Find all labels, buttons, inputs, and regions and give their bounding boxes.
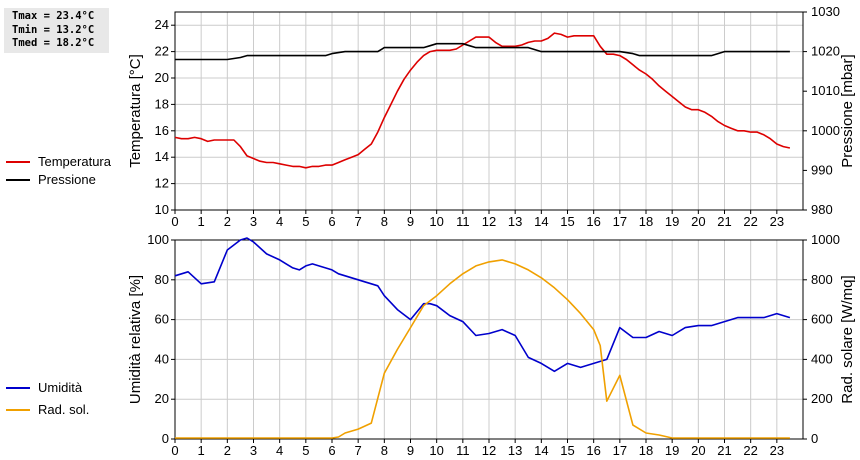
x-tick-label: 23: [770, 443, 784, 458]
x-tick-label: 23: [770, 214, 784, 229]
y2-tick-label: 1000: [811, 232, 840, 247]
x-tick-label: 13: [508, 443, 522, 458]
y2-tick-label: 0: [811, 431, 818, 446]
y-tick-label: 24: [155, 17, 169, 32]
x-tick-label: 8: [381, 443, 388, 458]
y2-tick-label: 1030: [811, 4, 840, 19]
y2-axis-label: Rad. solare [W/mq]: [839, 275, 856, 403]
y2-tick-label: 1000: [811, 123, 840, 138]
y-tick-label: 80: [155, 272, 169, 287]
x-tick-label: 6: [328, 214, 335, 229]
x-tick-label: 19: [665, 443, 679, 458]
legend-label: Rad. sol.: [38, 402, 89, 417]
x-tick-label: 3: [250, 214, 257, 229]
x-tick-label: 7: [355, 214, 362, 229]
legend-label: Temperatura: [38, 154, 112, 169]
x-tick-label: 10: [429, 443, 443, 458]
y-tick-label: 16: [155, 123, 169, 138]
x-tick-label: 11: [456, 214, 470, 229]
series-line-rad-sol-: [175, 259, 790, 439]
x-tick-label: 9: [407, 443, 414, 458]
y-tick-label: 14: [155, 149, 169, 164]
y-tick-label: 40: [155, 351, 169, 366]
y-axis-label: Temperatura [°C]: [127, 54, 144, 168]
x-tick-label: 2: [224, 214, 231, 229]
x-tick-label: 4: [276, 443, 283, 458]
x-tick-label: 8: [381, 214, 388, 229]
x-tick-label: 18: [639, 443, 653, 458]
x-tick-label: 10: [429, 214, 443, 229]
x-tick-label: 16: [586, 443, 600, 458]
x-tick-label: 5: [302, 443, 309, 458]
tmin-label: Tmin = 13.2°C: [12, 23, 95, 36]
x-tick-label: 0: [171, 214, 178, 229]
tmed-label: Tmed = 18.2°C: [12, 37, 95, 49]
x-tick-label: 20: [691, 214, 705, 229]
x-tick-label: 14: [534, 214, 548, 229]
x-tick-label: 16: [586, 214, 600, 229]
stats-box: Tmax = 23.4°C Tmin = 13.2°C Tmed = 18.2°…: [4, 8, 109, 53]
x-tick-label: 19: [665, 214, 679, 229]
x-tick-label: 3: [250, 443, 257, 458]
x-tick-label: 6: [328, 443, 335, 458]
y-tick-label: 10: [155, 202, 169, 217]
y2-tick-label: 600: [811, 312, 833, 327]
x-tick-label: 12: [482, 443, 496, 458]
x-tick-label: 14: [534, 443, 548, 458]
y-tick-label: 60: [155, 312, 169, 327]
y2-tick-label: 1010: [811, 83, 840, 98]
tmax-label: Tmax = 23.4°C: [12, 10, 95, 22]
y-tick-label: 18: [155, 96, 169, 111]
x-tick-label: 5: [302, 214, 309, 229]
x-tick-label: 15: [560, 214, 574, 229]
series-line-umidit-: [174, 237, 791, 373]
y2-tick-label: 1020: [811, 44, 840, 59]
x-tick-label: 1: [198, 214, 205, 229]
y2-tick-label: 400: [811, 351, 833, 366]
x-tick-label: 13: [508, 214, 522, 229]
x-tick-label: 15: [560, 443, 574, 458]
legend-label: Umidità: [38, 380, 83, 395]
x-tick-label: 20: [691, 443, 705, 458]
x-tick-label: 22: [743, 443, 757, 458]
y-axis-label: Umidità relativa [%]: [127, 275, 144, 404]
x-tick-label: 9: [407, 214, 414, 229]
legend-label: Pressione: [38, 172, 96, 187]
x-tick-label: 2: [224, 443, 231, 458]
y2-tick-label: 990: [811, 162, 833, 177]
x-tick-label: 17: [613, 214, 627, 229]
x-tick-label: 18: [639, 214, 653, 229]
y-tick-label: 100: [147, 232, 169, 247]
x-tick-label: 11: [456, 443, 470, 458]
y-tick-label: 20: [155, 391, 169, 406]
y-tick-label: 0: [162, 431, 169, 446]
y2-tick-label: 800: [811, 272, 833, 287]
x-tick-label: 7: [355, 443, 362, 458]
x-tick-label: 4: [276, 214, 283, 229]
x-tick-label: 22: [743, 214, 757, 229]
x-tick-label: 0: [171, 443, 178, 458]
series-line-pressione: [175, 42, 790, 61]
y2-tick-label: 200: [811, 391, 833, 406]
y-tick-label: 12: [155, 176, 169, 191]
x-tick-label: 12: [482, 214, 496, 229]
y2-tick-label: 980: [811, 202, 833, 217]
x-tick-label: 1: [198, 443, 205, 458]
x-tick-label: 17: [613, 443, 627, 458]
y-tick-label: 20: [155, 70, 169, 85]
x-tick-label: 21: [717, 443, 731, 458]
y2-axis-label: Pressione [mbar]: [839, 54, 856, 167]
y-tick-label: 22: [155, 44, 169, 59]
x-tick-label: 21: [717, 214, 731, 229]
series-line-temperatura: [174, 32, 791, 169]
